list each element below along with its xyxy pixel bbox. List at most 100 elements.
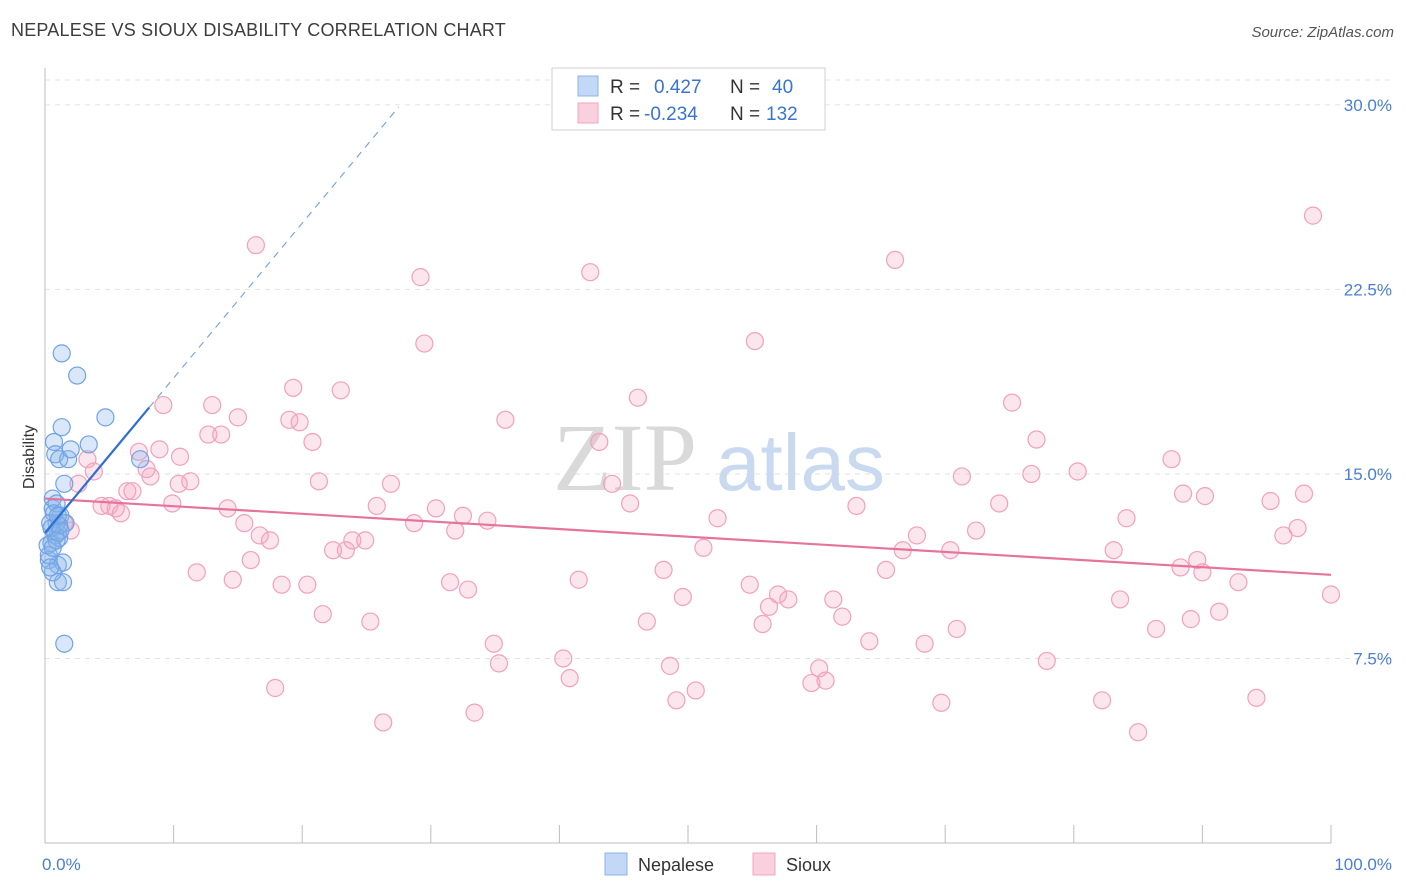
sioux-point-28 (241, 550, 260, 570)
nepalese-point-14 (52, 344, 71, 363)
series-legend: Nepalese Sioux (604, 852, 831, 876)
sioux-point-54 (440, 573, 460, 592)
sioux-point-88 (833, 607, 852, 626)
legend-r-value-2: -0.234 (644, 104, 698, 125)
sioux-point-77 (694, 538, 713, 557)
sioux-point-101 (990, 494, 1009, 513)
sioux-point-39 (309, 472, 329, 491)
legend-n-label-1: N = (730, 77, 760, 98)
sioux-point-69 (621, 494, 640, 513)
sioux-point-17 (170, 447, 190, 466)
sioux-point-4 (84, 462, 103, 481)
y-tick-label-3: 30.0% (1344, 96, 1392, 115)
sioux-point-27 (235, 514, 254, 533)
sioux-point-115 (1181, 610, 1200, 629)
sioux-point-65 (569, 570, 588, 589)
sioux-point-53 (426, 499, 446, 518)
sioux-point-67 (590, 432, 609, 452)
sioux-point-22 (203, 395, 222, 415)
sioux-point-118 (1195, 486, 1215, 506)
sioux-point-109 (1110, 590, 1130, 609)
nepalese-point-39 (43, 538, 62, 557)
sioux-point-10 (123, 482, 142, 501)
bottom-legend-swatch-nepalese (604, 852, 628, 876)
sioux-point-76 (686, 681, 705, 700)
sioux-point-32 (266, 678, 285, 698)
sioux-point-87 (824, 590, 843, 609)
nepalese-point-23 (79, 435, 98, 454)
sioux-point-49 (381, 474, 401, 493)
sioux-point-119 (1210, 602, 1229, 621)
sioux-point-59 (478, 511, 497, 530)
nepalese-point-25 (131, 450, 150, 469)
sioux-point-120 (1229, 573, 1248, 592)
sioux-point-35 (284, 378, 303, 397)
sioux-point-129 (816, 671, 835, 690)
sioux-point-97 (941, 541, 960, 560)
sioux-point-43 (336, 541, 356, 560)
sioux-point-20 (187, 563, 206, 582)
nepalese-point-36 (41, 558, 60, 577)
sioux-point-19 (181, 472, 200, 491)
sioux-point-9 (118, 482, 137, 501)
sioux-point-66 (581, 263, 600, 282)
sioux-point-71 (637, 612, 656, 631)
sioux-point-44 (343, 531, 362, 550)
sioux-point-99 (952, 467, 972, 486)
sioux-point-16 (163, 494, 182, 513)
sioux-point-112 (1162, 450, 1181, 469)
sioux-point-31 (260, 531, 280, 550)
sioux-point-23 (212, 425, 231, 444)
sioux-point-70 (628, 388, 647, 407)
sioux-point-45 (356, 531, 375, 550)
sioux-point-82 (759, 597, 779, 616)
sioux-point-108 (1104, 541, 1123, 560)
bottom-legend-sioux: Sioux (786, 855, 831, 875)
legend-n-value-2: 132 (766, 104, 798, 125)
legend-swatch-nepalese (577, 75, 599, 97)
sioux-point-61 (489, 654, 509, 673)
nepalese-trend-extension (148, 106, 400, 408)
sioux-point-79 (740, 575, 759, 594)
sioux-point-126 (1303, 206, 1323, 225)
sioux-point-78 (708, 509, 727, 528)
sioux-point-123 (1274, 526, 1293, 545)
sioux-point-21 (199, 425, 218, 444)
sioux-point-57 (458, 580, 478, 599)
y-tick-labels: 7.5% 15.0% 22.5% 30.0% (1344, 96, 1392, 669)
y-tick-label-1: 15.0% (1344, 465, 1392, 484)
watermark: ZIP atlas (553, 404, 885, 511)
x-tick-label-0: 0.0% (42, 855, 81, 874)
y-tick-label-2: 22.5% (1344, 280, 1392, 299)
sioux-point-40 (313, 605, 332, 624)
nepalese-point-9 (48, 573, 67, 592)
sioux-point-114 (1174, 484, 1193, 503)
sioux-point-113 (1171, 558, 1190, 577)
x-tick-label-1: 100.0% (1334, 855, 1392, 874)
sioux-point-73 (660, 656, 680, 675)
sioux-point-89 (847, 496, 866, 516)
watermark-zip: ZIP (553, 404, 697, 511)
sioux-point-58 (465, 703, 484, 722)
bottom-legend-nepalese: Nepalese (638, 855, 714, 875)
sioux-point-63 (554, 649, 573, 668)
legend-swatch-sioux (577, 102, 599, 124)
sioux-point-102 (1002, 393, 1022, 412)
legend-r-label-1: R = (610, 77, 640, 98)
sioux-point-33 (272, 575, 291, 594)
sioux-point-41 (323, 541, 343, 560)
sioux-point-122 (1261, 491, 1280, 511)
sioux-point-46 (361, 612, 380, 631)
sioux-point-68 (603, 474, 622, 493)
sioux-point-125 (1294, 484, 1314, 503)
sioux-point-37 (298, 575, 317, 594)
sioux-point-128 (1128, 723, 1148, 742)
y-axis-label: Disability (21, 425, 38, 489)
sioux-point-51 (411, 268, 430, 287)
nepalese-point-21 (61, 440, 80, 459)
sioux-point-38 (303, 432, 322, 452)
sioux-point-124 (1288, 518, 1307, 538)
sioux-point-95 (915, 634, 934, 653)
sioux-point-48 (374, 713, 393, 732)
sioux-point-72 (654, 560, 673, 580)
